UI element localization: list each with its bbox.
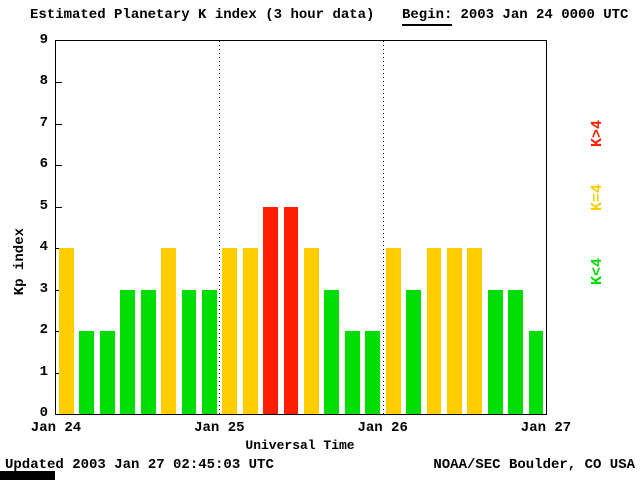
kp-bar bbox=[385, 248, 401, 414]
kp-bar bbox=[242, 248, 258, 414]
kp-bar bbox=[304, 248, 319, 414]
y-tick-label: 1 bbox=[39, 363, 48, 380]
y-tick-label: 4 bbox=[39, 239, 48, 256]
y-axis-tick bbox=[56, 123, 62, 125]
kp-bar bbox=[283, 206, 299, 414]
kp-bar bbox=[99, 331, 115, 414]
kp-bar bbox=[181, 289, 197, 414]
kp-bar bbox=[222, 248, 238, 414]
footer-source: NOAA/SEC Boulder, CO USA bbox=[433, 457, 635, 473]
y-tick-label: 8 bbox=[39, 73, 48, 90]
legend-item: K>4 bbox=[589, 120, 606, 148]
chart-title: Estimated Planetary K index (3 hour data… bbox=[30, 7, 375, 23]
kp-bar bbox=[79, 331, 95, 414]
kp-bar bbox=[365, 331, 381, 414]
kp-bar bbox=[324, 289, 340, 414]
footer-updated: Updated 2003 Jan 27 02:45:03 UTC bbox=[5, 457, 274, 473]
kp-bar bbox=[528, 331, 544, 414]
y-axis-tick bbox=[56, 165, 62, 167]
y-tick-label: 6 bbox=[39, 156, 48, 173]
legend: K>4 K=4 K<4 bbox=[589, 0, 613, 430]
y-tick-label: 3 bbox=[39, 280, 48, 297]
kp-bar bbox=[446, 248, 462, 414]
bottom-left-black-bar bbox=[0, 471, 55, 480]
kp-bar bbox=[263, 206, 279, 414]
day-separator-line bbox=[219, 41, 221, 414]
y-tick-label: 0 bbox=[39, 405, 48, 421]
y-axis-tick bbox=[56, 206, 62, 208]
begin-value: 2003 Jan 24 0000 UTC bbox=[460, 7, 629, 23]
kp-bar bbox=[344, 331, 360, 414]
x-tick-label: Jan 25 bbox=[194, 420, 245, 436]
y-tick-label: 7 bbox=[39, 114, 48, 131]
y-tick-label: 2 bbox=[39, 322, 48, 339]
kp-bar bbox=[508, 289, 524, 414]
kp-bar bbox=[161, 248, 176, 414]
kp-bar bbox=[487, 289, 503, 414]
legend-item: K<4 bbox=[589, 258, 606, 286]
y-tick-label: 9 bbox=[39, 32, 48, 48]
kp-bar bbox=[140, 289, 156, 414]
kp-bar bbox=[426, 248, 442, 414]
x-tick-label: Jan 26 bbox=[357, 420, 408, 436]
x-tick-label: Jan 24 bbox=[30, 420, 82, 436]
day-separator-line bbox=[382, 41, 384, 414]
kp-bar bbox=[467, 248, 483, 414]
y-axis-tick bbox=[56, 82, 62, 84]
y-tick-label: 5 bbox=[39, 197, 48, 214]
kp-bar bbox=[406, 289, 421, 414]
legend-item: K=4 bbox=[589, 184, 606, 212]
x-axis-label: Universal Time bbox=[245, 438, 355, 453]
kp-bar bbox=[201, 289, 217, 414]
begin-time: Begin: 2003 Jan 24 0000 UTC bbox=[402, 7, 628, 26]
plot-area: 0 1 2 3 4 5 6 7 8 9 Jan 24 Jan 25 Jan 26 Jan 27 bbox=[31, 32, 571, 436]
begin-label: Begin: bbox=[402, 7, 453, 26]
x-tick-label: Jan 27 bbox=[520, 420, 572, 436]
kp-bar bbox=[120, 289, 136, 414]
kp-bar bbox=[59, 248, 74, 414]
